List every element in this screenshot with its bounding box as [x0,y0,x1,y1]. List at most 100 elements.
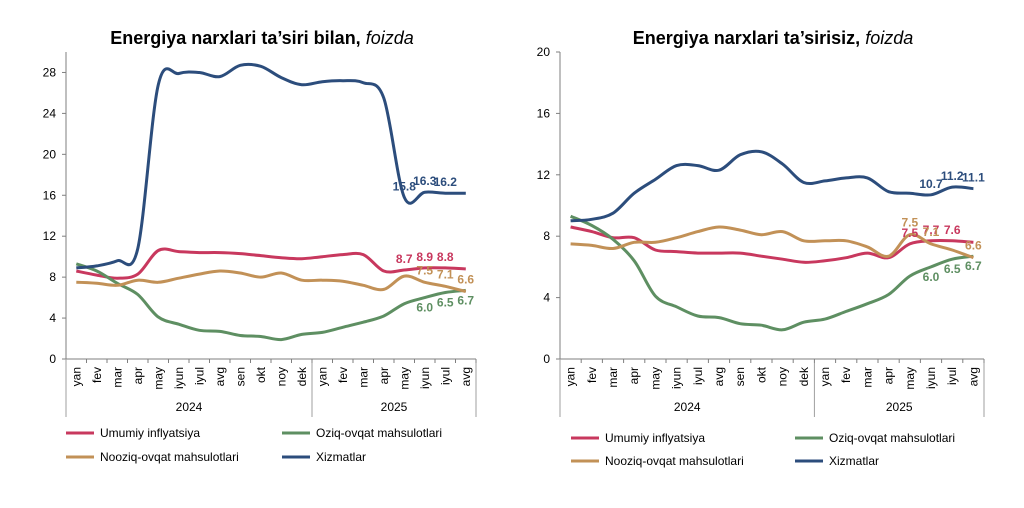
x-tick-label: yan [564,367,578,386]
x-tick-label: iyul [691,367,705,385]
x-tick-label: iyul [945,367,959,385]
x-tick-label: yan [69,367,83,386]
x-tick-label: sen [733,367,747,386]
y-tick-label: 8 [543,229,550,243]
x-tick-label: avg [459,367,473,386]
x-tick-label: mar [606,367,620,388]
chart-without-energy: Energiya narxlari ta’sirisiz, foizda 0 4 8… [537,28,985,468]
series-line-umumiy-inflyatsiya [570,225,974,264]
data-label: 7.1 [437,267,454,281]
data-label: 7.1 [923,225,940,239]
data-label: 11.1 [962,171,985,185]
data-label: 7.5 [901,216,918,230]
x-tick-label: mar [860,367,874,388]
x-tick-label: apr [377,367,391,384]
legend-label: Xizmatlar [829,454,879,468]
x-tick-label: apr [131,367,145,384]
x-tick-label: avg [966,367,980,386]
x-tick-label: fev [839,367,853,383]
y-tick-label: 4 [49,311,56,325]
series-line-oziq-ovqat-mahsulotlari [569,214,974,332]
legend-label: Oziq-ovqat mahsulotlari [316,426,442,440]
data-label: 16.2 [434,175,458,189]
x-tick-label: may [397,367,411,390]
data-label: 10.7 [919,177,943,191]
x-tick-label: iyun [172,367,186,389]
x-tick-label: dek [797,366,811,386]
data-label: 6.6 [965,239,982,253]
x-tick-label: avg [213,367,227,386]
y-tick-label: 20 [43,147,57,161]
x-tick-label: noy [274,367,288,386]
y-tick-label: 12 [537,168,551,182]
legend-label: Umumiy inflyatsiya [100,426,200,440]
year-label: 2024 [674,400,701,414]
data-label: 7.7 [923,223,940,237]
data-label: 6.5 [437,295,454,309]
x-tick-label: fev [336,367,350,383]
x-tick-label: iyul [192,367,206,385]
x-tick-label: may [648,367,662,390]
x-tick-label: mar [356,367,370,388]
series-line-nooziq-ovqat-mahsulotlari [570,225,974,260]
data-label: 8.8 [437,250,454,264]
data-label: 6.7 [457,293,474,307]
data-label: 11.2 [941,169,964,183]
year-label: 2024 [176,400,203,414]
data-label: 7.5 [416,263,433,277]
data-label: 7.6 [944,223,961,237]
legend-label: Nooziq-ovqat mahsulotlari [605,454,744,468]
data-label: 6.5 [944,262,961,276]
x-tick-label: fev [585,367,599,383]
x-tick-label: yan [818,367,832,386]
x-tick-label: sen [233,367,247,386]
series-line-nooziq-ovqat-mahsulotlari [76,269,467,293]
x-tick-label: avg [712,367,726,386]
chart-title: Energiya narxlari ta’siri bilan, foizda [110,28,414,48]
data-label: 6.0 [416,301,433,315]
x-tick-label: okt [254,366,268,383]
y-tick-label: 16 [537,106,551,120]
x-tick-label: yan [315,367,329,386]
x-tick-label: apr [627,367,641,384]
x-tick-label: iyun [418,367,432,389]
series-line-umumiy-inflyatsiya [75,247,466,280]
year-label: 2025 [886,400,913,414]
x-tick-label: may [903,367,917,390]
x-tick-label: iyul [438,367,452,385]
y-tick-label: 24 [43,106,57,120]
x-tick-label: fev [90,367,104,383]
x-tick-label: iyun [670,367,684,389]
data-label: 6.6 [457,272,474,286]
data-label: 15.8 [393,179,417,193]
data-label: 6.7 [965,259,982,273]
legend-label: Umumiy inflyatsiya [605,431,705,445]
x-tick-label: okt [754,366,768,383]
x-tick-label: dek [295,366,309,386]
y-tick-label: 4 [543,291,550,305]
x-tick-label: apr [882,367,896,384]
data-label: 6.0 [923,270,940,284]
data-label: 16.3 [413,174,437,188]
y-tick-label: 20 [537,45,551,59]
x-tick-label: may [151,367,165,390]
x-tick-label: noy [776,367,790,386]
data-label: 7.5 [901,226,918,240]
series-line-oziq-ovqat-mahsulotlari [75,262,466,342]
chart-title: Energiya narxlari ta’sirisiz, foizda [633,28,914,48]
series-line-xizmatlar [570,149,974,223]
y-tick-label: 12 [43,229,57,243]
legend-label: Xizmatlar [316,450,366,464]
y-tick-label: 16 [43,188,57,202]
y-tick-label: 28 [43,65,57,79]
y-tick-label: 8 [49,270,56,284]
y-tick-label: 0 [49,352,56,366]
legend-label: Nooziq-ovqat mahsulotlari [100,450,239,464]
y-tick-label: 0 [543,352,550,366]
x-tick-label: iyun [924,367,938,389]
data-label: 8.9 [416,250,433,264]
legend-label: Oziq-ovqat mahsulotlari [829,431,955,445]
series-line-xizmatlar [76,62,466,270]
x-tick-label: mar [110,367,124,388]
